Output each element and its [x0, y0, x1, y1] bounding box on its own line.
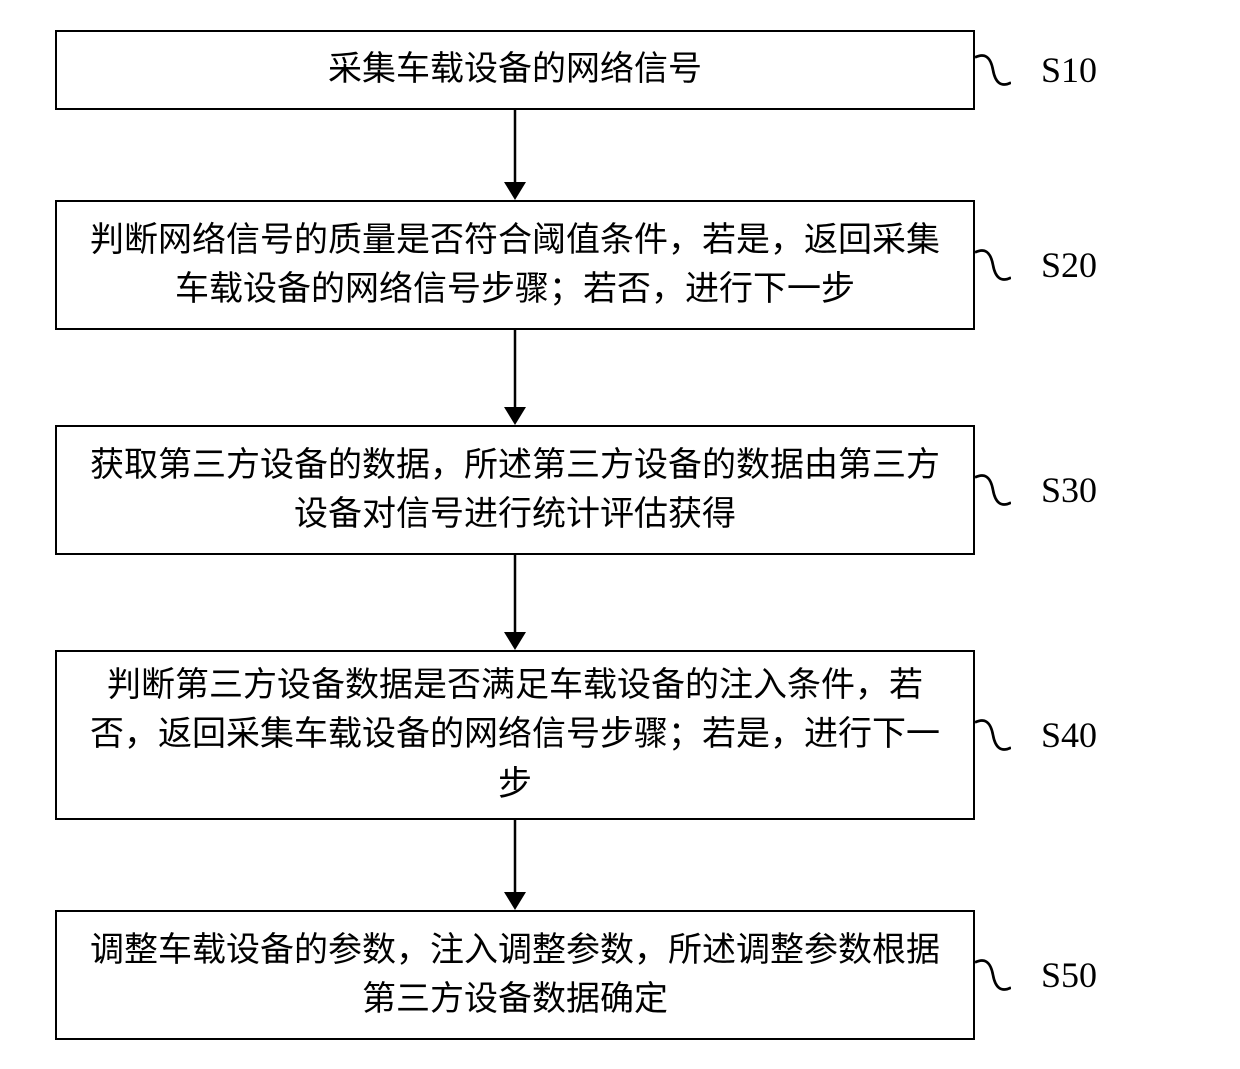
step-label-s20: S20 — [1041, 244, 1097, 286]
arrow-s30-s40 — [0, 555, 1240, 650]
step-box-s30: 获取第三方设备的数据，所述第三方设备的数据由第三方设备对信号进行统计评估获得 — [55, 425, 975, 555]
brace-icon — [975, 468, 1011, 512]
connector-s30 — [975, 425, 1011, 555]
connector-s50 — [975, 910, 1011, 1040]
arrow-s40-s50 — [0, 820, 1240, 910]
step-row-s50: 调整车载设备的参数，注入调整参数，所述调整参数根据第三方设备数据确定 S50 — [0, 910, 1240, 1040]
brace-icon — [975, 713, 1011, 757]
step-box-s20: 判断网络信号的质量是否符合阈值条件，若是，返回采集车载设备的网络信号步骤；若否，… — [55, 200, 975, 330]
step-box-s10: 采集车载设备的网络信号 — [55, 30, 975, 110]
step-text-s20: 判断网络信号的质量是否符合阈值条件，若是，返回采集车载设备的网络信号步骤；若否，… — [81, 216, 949, 315]
arrow-s10-s20 — [0, 110, 1240, 200]
step-label-s30: S30 — [1041, 469, 1097, 511]
step-row-s10: 采集车载设备的网络信号 S10 — [0, 30, 1240, 110]
step-box-s40: 判断第三方设备数据是否满足车载设备的注入条件，若否，返回采集车载设备的网络信号步… — [55, 650, 975, 820]
arrow-s20-s30 — [0, 330, 1240, 425]
flowchart-canvas: 采集车载设备的网络信号 S10 判断网络信号的质量是否符合阈值条件，若是，返回采… — [0, 0, 1240, 1069]
arrow-down-icon — [500, 555, 530, 650]
step-text-s30: 获取第三方设备的数据，所述第三方设备的数据由第三方设备对信号进行统计评估获得 — [81, 441, 949, 540]
arrow-down-icon — [500, 820, 530, 910]
step-label-s10: S10 — [1041, 49, 1097, 91]
step-label-s50: S50 — [1041, 954, 1097, 996]
step-row-s30: 获取第三方设备的数据，所述第三方设备的数据由第三方设备对信号进行统计评估获得 S… — [0, 425, 1240, 555]
connector-s20 — [975, 200, 1011, 330]
arrow-down-icon — [500, 330, 530, 425]
brace-icon — [975, 953, 1011, 997]
step-row-s20: 判断网络信号的质量是否符合阈值条件，若是，返回采集车载设备的网络信号步骤；若否，… — [0, 200, 1240, 330]
arrow-down-icon — [500, 110, 530, 200]
step-text-s40: 判断第三方设备数据是否满足车载设备的注入条件，若否，返回采集车载设备的网络信号步… — [81, 661, 949, 809]
step-row-s40: 判断第三方设备数据是否满足车载设备的注入条件，若否，返回采集车载设备的网络信号步… — [0, 650, 1240, 820]
brace-icon — [975, 48, 1011, 92]
step-box-s50: 调整车载设备的参数，注入调整参数，所述调整参数根据第三方设备数据确定 — [55, 910, 975, 1040]
connector-s10 — [975, 30, 1011, 110]
connector-s40 — [975, 650, 1011, 820]
step-label-s40: S40 — [1041, 714, 1097, 756]
step-text-s50: 调整车载设备的参数，注入调整参数，所述调整参数根据第三方设备数据确定 — [81, 926, 949, 1025]
brace-icon — [975, 243, 1011, 287]
step-text-s10: 采集车载设备的网络信号 — [328, 45, 702, 94]
